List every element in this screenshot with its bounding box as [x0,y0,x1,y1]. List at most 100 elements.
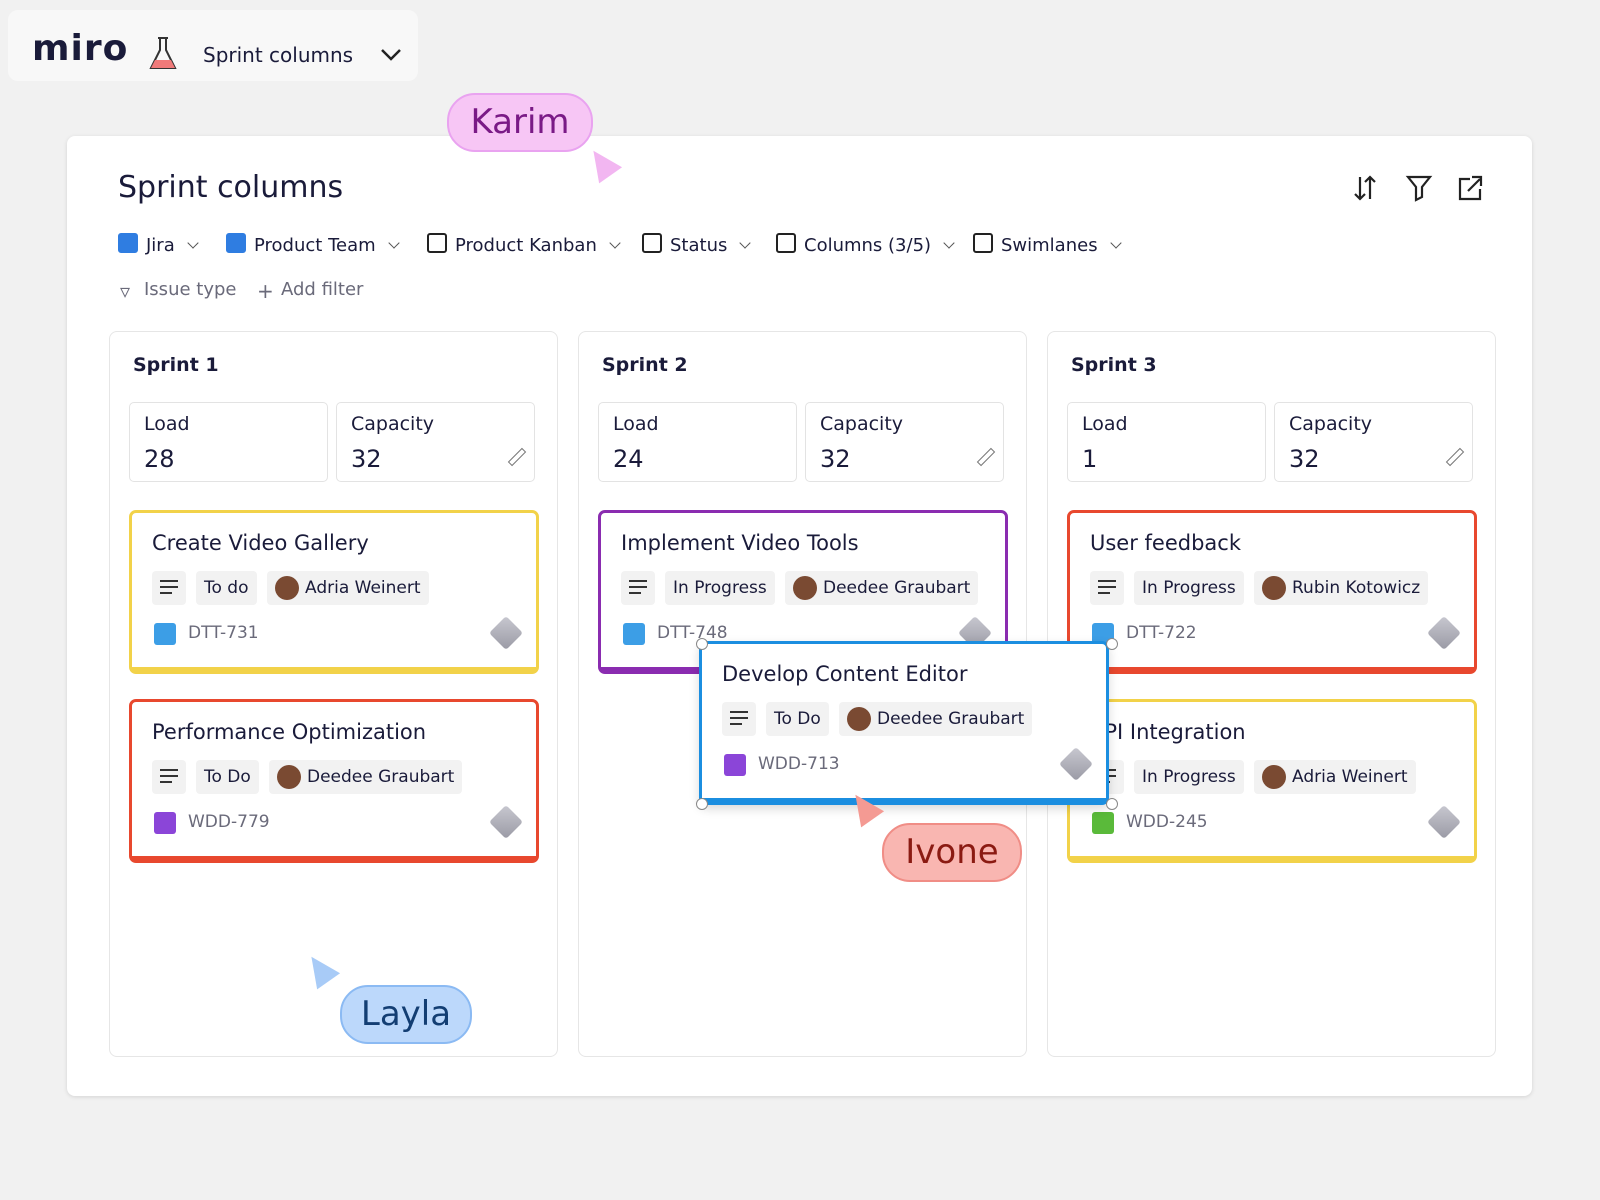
cursor-label: Karim [447,93,593,152]
assignee-chip[interactable]: Deedee Graubart [839,702,1033,736]
chevron [609,237,621,249]
toolbar-label: Columns (3/5) [804,235,932,256]
issue-card[interactable]: User feedback In Progress Rubin Kotowicz DT… [1067,510,1477,674]
resize-handle[interactable] [1106,798,1118,810]
panel-actions[interactable] [1354,173,1494,203]
toolbar-label: Product Kanban [455,235,597,256]
issue-type-icon [154,812,176,834]
metric-label: Capacity [820,413,904,435]
toolbar-item[interactable]: Product Kanban [427,233,621,256]
sprint-name: Sprint 1 [133,354,219,376]
filter-label: Add filter [281,279,364,300]
issue-key[interactable]: WDD-713 [758,754,840,774]
toolbar-icon [226,233,246,253]
card-menu[interactable] [1090,571,1124,605]
issue-key[interactable]: DTT-748 [657,623,728,643]
jira-icon [1427,805,1461,839]
filter[interactable]: + Add filter [257,279,364,303]
avatar [275,576,299,600]
status-chip[interactable]: To do [196,571,257,605]
issue-key[interactable]: WDD-779 [188,812,270,832]
assignee: Deedee Graubart [823,578,971,598]
issue-card[interactable]: Create Video Gallery To do Adria Weinert DT… [129,510,539,674]
sprint-column: Sprint 1 Load 28 Capacity 32 Create Video Gal… [109,331,558,1057]
avatar [277,765,301,789]
assignee-chip[interactable]: Adria Weinert [1254,760,1416,794]
edit-icon[interactable] [1445,447,1465,467]
toolbar-item[interactable]: Status [642,233,752,256]
status-chip[interactable]: In Progress [665,571,775,605]
card-title: User feedback [1090,531,1242,555]
toolbar-item[interactable]: Jira [118,233,199,256]
card-title: Implement Video Tools [621,531,859,555]
card-title: Develop Content Editor [722,662,968,686]
toolbar-label: Status [670,235,728,256]
issue-type-icon [154,623,176,645]
metric-value: 28 [144,445,175,473]
assignee-chip[interactable]: Deedee Graubart [785,571,979,605]
filter[interactable]: ▿ Issue type [120,279,237,303]
filter-label: Issue type [144,279,237,300]
metric-value: 32 [351,445,382,473]
dropdown-icon[interactable] [380,48,402,62]
toolbar-item[interactable]: Swimlanes [973,233,1122,256]
card-menu[interactable] [152,571,186,605]
metric-box[interactable]: Capacity 32 [1274,402,1473,482]
issue-key[interactable]: DTT-722 [1126,623,1197,643]
toolbar-label: Product Team [254,235,376,256]
issue-card[interactable]: API Integration In Progress Adria Weinert W… [1067,699,1477,863]
metric-box[interactable]: Capacity 32 [805,402,1004,482]
chevron [943,237,955,249]
metric-box: Load 24 [598,402,797,482]
metric-label: Capacity [1289,413,1373,435]
board-icon [149,37,177,69]
status-chip[interactable]: To Do [766,702,829,736]
assignee: Deedee Graubart [877,709,1025,729]
card-menu[interactable] [152,760,186,794]
metric-label: Load [144,413,190,435]
toolbar-icon [118,233,138,253]
avatar [1262,765,1286,789]
metric-box[interactable]: Capacity 32 [336,402,535,482]
jira-icon [1427,616,1461,650]
assignee-chip[interactable]: Rubin Kotowicz [1254,571,1429,605]
issue-card[interactable]: Develop Content Editor To Do Deedee Grauba… [696,638,1118,810]
resize-handle[interactable] [1106,638,1118,650]
issue-key[interactable]: WDD-245 [1126,812,1208,832]
toolbar-icon [642,233,662,253]
assignee-chip[interactable]: Adria Weinert [267,571,429,605]
status-chip[interactable]: To Do [196,760,259,794]
jira-icon [489,616,523,650]
metric-value: 32 [1289,445,1320,473]
metric-label: Load [613,413,659,435]
resize-handle[interactable] [696,798,708,810]
card-menu[interactable] [722,702,756,736]
metric-label: Capacity [351,413,435,435]
toolbar-item[interactable]: Product Team [226,233,400,256]
board-header[interactable]: miro Sprint columns [8,10,418,81]
toolbar-icon [973,233,993,253]
issue-card[interactable]: Performance Optimization To Do Deedee Grau… [129,699,539,863]
edit-icon[interactable] [507,447,527,467]
status-chip[interactable]: In Progress [1134,760,1244,794]
issue-type-icon [623,623,645,645]
metric-box: Load 28 [129,402,328,482]
status-chip[interactable]: In Progress [1134,571,1244,605]
chevron [187,237,199,249]
panel-title: Sprint columns [118,170,344,205]
toolbar-item[interactable]: Columns (3/5) [776,233,955,256]
sprint-name: Sprint 2 [602,354,688,376]
toolbar-label: Jira [146,235,175,256]
edit-icon[interactable] [976,447,996,467]
card-menu[interactable] [621,571,655,605]
jira-icon [1059,747,1093,781]
assignee-chip[interactable]: Deedee Graubart [269,760,463,794]
chevron [1109,237,1122,249]
metric-value: 32 [820,445,851,473]
avatar [847,707,871,731]
sprint-name: Sprint 3 [1071,354,1157,376]
sprint-column: Sprint 3 Load 1 Capacity 32 User feedback In P… [1047,331,1496,1057]
issue-key[interactable]: DTT-731 [188,623,259,643]
resize-handle[interactable] [696,638,708,650]
